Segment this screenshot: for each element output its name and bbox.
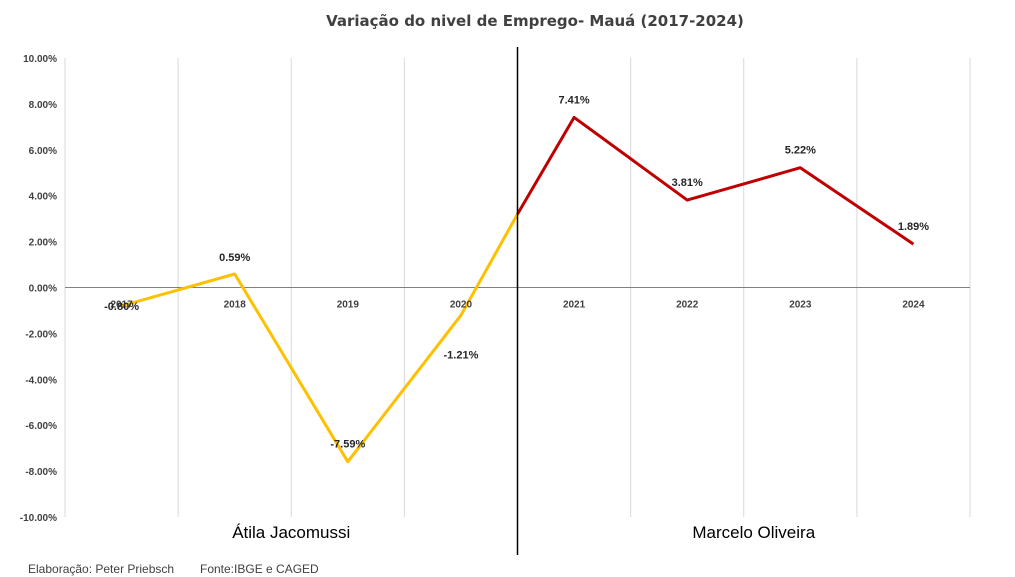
period-label-atila: Átila Jacomussi <box>232 523 350 542</box>
y-tick-label: 2.00% <box>29 238 57 249</box>
y-tick-label: 6.00% <box>29 146 57 157</box>
data-label: 1.89% <box>898 221 929 233</box>
series-layer <box>121 115 915 464</box>
y-tick-label: -2.00% <box>25 329 57 340</box>
y-tick-label: -10.00% <box>20 513 57 524</box>
data-label: -1.21% <box>444 349 479 361</box>
chart-title: Variação do nivel de Emprego- Mauá (2017… <box>326 12 744 30</box>
y-tick-label: -8.00% <box>25 467 57 478</box>
y-tick-label: 0.00% <box>29 284 57 295</box>
series-line-1 <box>121 213 519 464</box>
data-label: 3.81% <box>672 177 703 189</box>
x-tick-label: 2023 <box>789 300 812 311</box>
data-label: -0.80% <box>104 301 139 313</box>
x-tick-label: 2017 <box>110 300 133 311</box>
x-axis-ticks: 2017 2018 2019 2020 2021 2022 2023 2024 <box>110 300 925 311</box>
y-axis-ticks: 10.00% 8.00% 6.00% 4.00% 2.00% 0.00% -2.00% -4.… <box>20 54 57 524</box>
y-tick-label: 4.00% <box>29 192 57 203</box>
x-tick-label: 2021 <box>563 300 586 311</box>
footer-source: Fonte:IBGE e CAGED <box>200 562 319 576</box>
x-tick-label: 2020 <box>450 300 473 311</box>
footer-credit: Elaboração: Peter Priebsch <box>28 562 174 576</box>
y-tick-label: 8.00% <box>29 100 57 111</box>
y-tick-label: -4.00% <box>25 375 57 386</box>
x-tick-label: 2022 <box>676 300 699 311</box>
y-tick-label: -6.00% <box>25 421 57 432</box>
x-tick-label: 2019 <box>337 300 360 311</box>
period-label-marcelo: Marcelo Oliveira <box>692 523 815 542</box>
x-tick-label: 2018 <box>224 300 247 311</box>
data-label: 7.41% <box>558 94 589 106</box>
data-label: -7.59% <box>330 439 365 451</box>
y-tick-label: 10.00% <box>23 54 57 65</box>
data-label: 0.59% <box>219 252 250 264</box>
x-tick-label: 2024 <box>902 300 925 311</box>
data-label: 5.22% <box>785 145 816 157</box>
data-labels: -0.80% 0.59% -7.59% -1.21% 7.41% 3.81% 5.22% 1.… <box>104 94 929 450</box>
series-line-2 <box>516 115 915 246</box>
